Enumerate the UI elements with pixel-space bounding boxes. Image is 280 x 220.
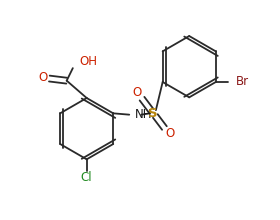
Text: OH: OH (79, 55, 97, 68)
Text: Br: Br (236, 75, 249, 88)
Text: O: O (39, 71, 48, 84)
Text: O: O (132, 86, 141, 99)
Text: O: O (165, 127, 174, 140)
Text: S: S (148, 107, 158, 120)
Text: NH: NH (135, 108, 153, 121)
Text: Cl: Cl (81, 171, 92, 184)
